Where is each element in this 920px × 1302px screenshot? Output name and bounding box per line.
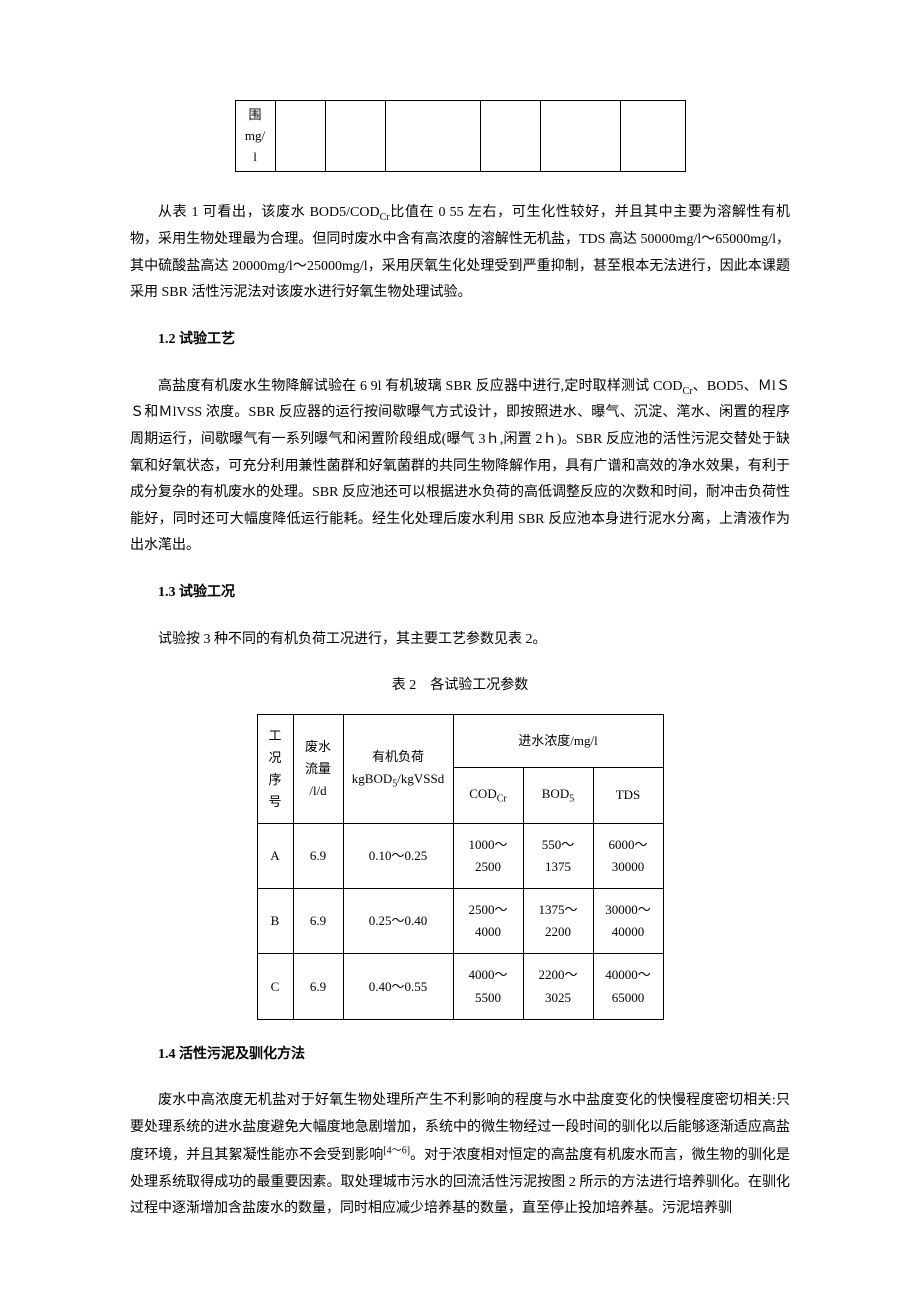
paragraph-sludge: 废水中高浓度无机盐对于好氧生物处理所产生不利影响的程度与水中盐度变化的快慢程度密… — [130, 1088, 790, 1223]
table-row: 围mg/l — [235, 101, 685, 172]
cell-bod: 550～1375 — [523, 824, 593, 889]
cell-cod: 2500～4000 — [453, 889, 523, 954]
load-line2-pre: kgBOD — [352, 771, 392, 786]
paragraph-process: 高盐度有机废水生物降解试验在 6 9l 有机玻璃 SBR 反应器中进行,定时取样… — [130, 374, 790, 560]
para4-text: 废水中高浓度无机盐对于好氧生物处理所产生不利影响的程度与水中盐度变化的快慢程度密… — [130, 1093, 790, 1216]
paragraph-table1-analysis: 从表 1 可看出，该废水 BOD5/CODCr比值在 0 55 左右，可生化性较… — [130, 200, 790, 307]
heading-1-3: 1.3 试验工况 — [130, 580, 790, 607]
cell-tds: 30000～40000 — [593, 889, 663, 954]
table1-cell — [275, 101, 325, 172]
cell-cod: 4000～5500 — [453, 954, 523, 1019]
cell-tds: 6000～30000 — [593, 824, 663, 889]
table1-cell — [540, 101, 620, 172]
load-line2-post: /kgVSSd — [397, 771, 444, 786]
cell-load: 0.40～0.55 — [343, 954, 453, 1019]
cell-tds: 40000～65000 — [593, 954, 663, 1019]
table2-conditions: 工况序号 废水流量/l/d 有机负荷 kgBOD5/kgVSSd 进水浓度/mg… — [257, 714, 664, 1020]
cell-cod: 1000～2500 — [453, 824, 523, 889]
cell-id: A — [257, 824, 293, 889]
table-row: C 6.9 0.40～0.55 4000～5500 2200～3025 4000… — [257, 954, 663, 1019]
heading-1-4: 1.4 活性污泥及驯化方法 — [130, 1042, 790, 1069]
table1-cell — [480, 101, 540, 172]
table-row: B 6.9 0.25～0.40 2500～4000 1375～2200 3000… — [257, 889, 663, 954]
table2-subheader-tds: TDS — [593, 767, 663, 823]
cell-flow: 6.9 — [293, 954, 343, 1019]
table1-fragment: 围mg/l — [235, 100, 686, 172]
table1-cell — [325, 101, 385, 172]
cell-load: 0.25～0.40 — [343, 889, 453, 954]
table2-header-id: 工况序号 — [257, 714, 293, 823]
cell-flow: 6.9 — [293, 889, 343, 954]
table2-header-flow: 废水流量/l/d — [293, 714, 343, 823]
table2-subheader-cod: CODCr — [453, 767, 523, 823]
table2-group-header: 进水浓度/mg/l — [453, 714, 663, 767]
para1-text: 从表 1 可看出，该废水 BOD5/CODCr比值在 0 55 左右，可生化性较… — [130, 205, 790, 300]
cell-bod: 2200～3025 — [523, 954, 593, 1019]
table1-cell — [385, 101, 480, 172]
cell-flow: 6.9 — [293, 824, 343, 889]
table1-cell — [620, 101, 685, 172]
table-row: A 6.9 0.10～0.25 1000～2500 550～1375 6000～… — [257, 824, 663, 889]
para2-text: 高盐度有机废水生物降解试验在 6 9l 有机玻璃 SBR 反应器中进行,定时取样… — [130, 379, 790, 554]
table2-subheader-bod: BOD5 — [523, 767, 593, 823]
cell-id: B — [257, 889, 293, 954]
cell-id: C — [257, 954, 293, 1019]
table1-row-label: 围mg/l — [235, 101, 275, 172]
table2-header-load: 有机负荷 kgBOD5/kgVSSd — [343, 714, 453, 823]
table-row: 工况序号 废水流量/l/d 有机负荷 kgBOD5/kgVSSd 进水浓度/mg… — [257, 714, 663, 767]
paragraph-conditions: 试验按 3 种不同的有机负荷工况进行，其主要工艺参数见表 2。 — [130, 627, 790, 654]
table2-caption: 表 2 各试验工况参数 — [130, 673, 790, 700]
heading-1-2: 1.2 试验工艺 — [130, 327, 790, 354]
cell-load: 0.10～0.25 — [343, 824, 453, 889]
load-line1: 有机负荷 — [372, 749, 424, 764]
cell-bod: 1375～2200 — [523, 889, 593, 954]
